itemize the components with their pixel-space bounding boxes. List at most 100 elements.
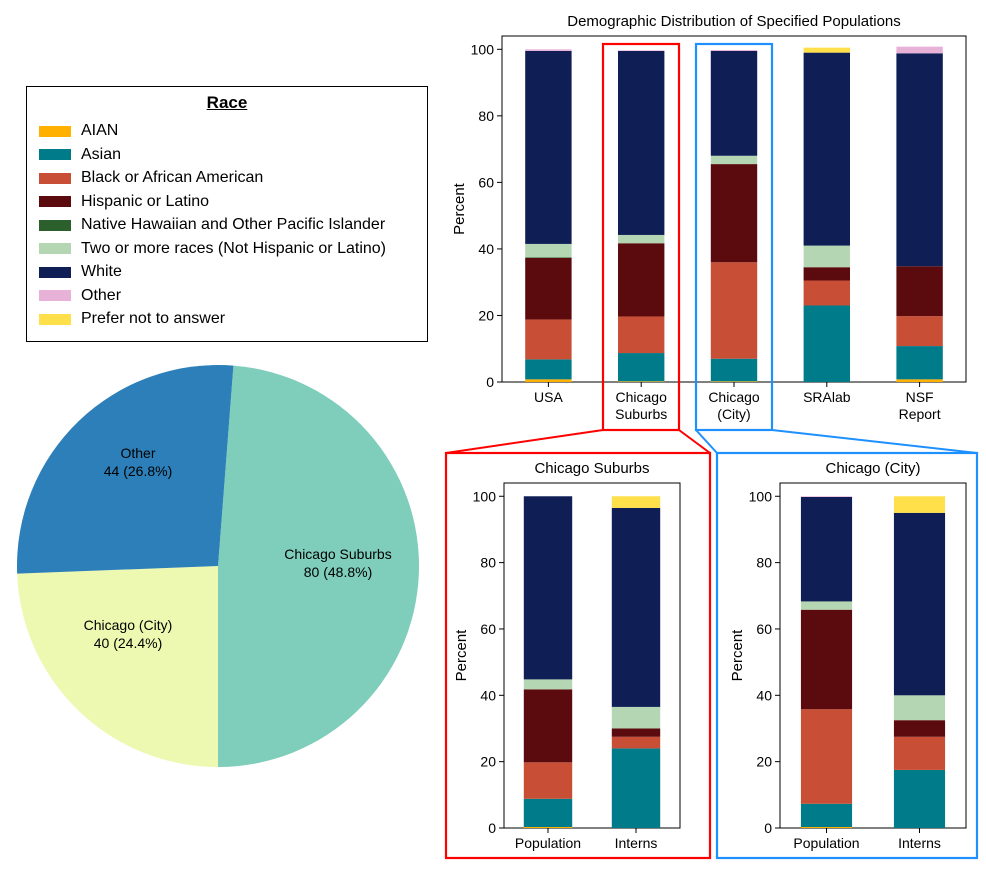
x-tick-label: Interns [615, 835, 658, 851]
legend-label: AIAN [81, 122, 119, 139]
zoom-box-suburbs [444, 451, 712, 860]
bar-segment [611, 736, 661, 749]
bar-segment [618, 381, 665, 382]
bar-segment [710, 381, 758, 382]
bar-segment [523, 689, 573, 763]
bar-segment [618, 243, 665, 317]
bar-segment [893, 512, 946, 696]
legend-title: Race [206, 93, 248, 112]
bar-segment [710, 164, 758, 263]
bar-segment [611, 728, 661, 737]
bar-segment [710, 49, 758, 51]
bar-segment [803, 52, 850, 246]
legend-label: Black or African American [81, 169, 264, 186]
x-tick-label: NSF Report [899, 389, 941, 422]
legend-label: Prefer not to answer [81, 310, 226, 327]
bar-segment [896, 346, 943, 380]
bar-segment [803, 280, 850, 306]
x-tick-label: Chicago (City) [708, 389, 760, 422]
x-tick-label: Population [793, 835, 859, 851]
legend-swatch [39, 266, 71, 278]
bar-segment [896, 316, 943, 347]
bar-segment [525, 379, 572, 382]
bar-segment [525, 50, 572, 244]
bar-segment [710, 50, 758, 156]
bar-segment [800, 803, 853, 828]
legend-label: Two or more races (Not Hispanic or Latin… [81, 239, 386, 257]
bar-segment [803, 245, 850, 268]
pie-slice-value: 80 (48.8%) [304, 564, 372, 580]
pie-slice-label: Chicago (City) [84, 617, 173, 633]
y-tick-label: 60 [480, 621, 496, 637]
y-tick-label: 20 [478, 307, 494, 323]
bar-segment [523, 496, 573, 680]
legend-label: Other [81, 286, 122, 304]
highlight-box-city [694, 42, 774, 432]
bar-segment [896, 46, 943, 54]
bar-segment [611, 748, 661, 828]
bar-segment [611, 706, 661, 729]
bar-segment [523, 762, 573, 799]
y-tick-label: 80 [480, 555, 496, 571]
x-tick-label: Population [515, 835, 581, 851]
highlight-box-suburbs [601, 42, 681, 432]
legend-item: AIAN [39, 120, 118, 142]
connector-line [445, 429, 604, 454]
bar-segment [800, 827, 853, 828]
y-tick-label: 100 [473, 488, 497, 504]
legend-label: White [81, 263, 122, 280]
bar-segment [523, 798, 573, 828]
bar-segment [896, 266, 943, 317]
y-tick-label: 100 [749, 488, 773, 504]
bar-segment [803, 47, 850, 53]
y-tick-label: 20 [756, 754, 772, 770]
chart-title: Chicago (City) [825, 460, 920, 477]
bar-segment [710, 262, 758, 359]
bar-segment [525, 257, 572, 258]
bar-segment [893, 720, 946, 737]
legend-label: Native Hawaiian and Other Pacific Island… [81, 216, 386, 233]
legend-label: Hispanic or Latino [81, 192, 210, 210]
y-tick-label: 20 [480, 754, 496, 770]
y-tick-label: 100 [471, 41, 495, 57]
bar-segment [800, 609, 853, 710]
bar-segment [525, 359, 572, 380]
y-axis-label: Percent [451, 182, 468, 235]
y-tick-label: 80 [478, 108, 494, 124]
legend-label: Asian [81, 145, 122, 163]
bar-segment [618, 50, 665, 235]
y-tick-label: 80 [756, 555, 772, 571]
bar-segment [896, 53, 943, 267]
legend-swatch [39, 125, 71, 137]
bar-segment [525, 257, 572, 320]
legend-item: Hispanic or Latino [39, 191, 209, 213]
pie-slice [17, 566, 218, 767]
pie-slice-value: 40 (24.4%) [94, 635, 162, 651]
connector-line [771, 429, 978, 454]
legend-swatch [39, 172, 71, 184]
bar-segment [893, 736, 946, 770]
race-legend: Race AIAN Asian Black or African American H… [26, 86, 428, 342]
bar-segment [618, 353, 665, 382]
bar-segment [523, 679, 573, 690]
pie-slice-label: Chicago Suburbs [284, 546, 391, 562]
bar-segment [800, 496, 853, 602]
y-tick-label: 60 [756, 621, 772, 637]
y-axis-label: Percent [729, 629, 746, 682]
bar-segment [893, 769, 946, 828]
bar-segment [803, 267, 850, 281]
legend-item: Other [39, 285, 121, 307]
bar-segment [525, 243, 572, 258]
chart-title: Demographic Distribution of Specified Po… [567, 13, 901, 30]
bar-segment [618, 316, 665, 354]
x-tick-label: SRAlab [803, 389, 851, 405]
bar-segment [618, 234, 665, 244]
y-tick-label: 0 [486, 374, 494, 390]
legend-item: White [39, 261, 122, 283]
pie-slice [217, 365, 419, 767]
bar-segment [800, 601, 853, 610]
connector-line [678, 429, 711, 454]
bar-segment [525, 319, 572, 360]
plot-frame [503, 482, 681, 829]
